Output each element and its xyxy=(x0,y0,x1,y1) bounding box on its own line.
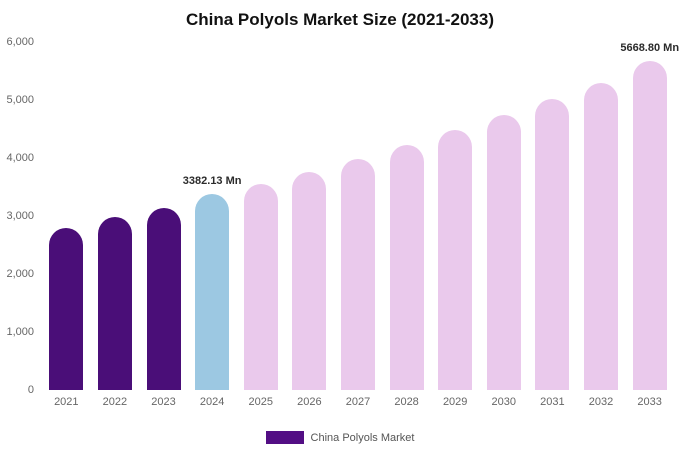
bar-slot xyxy=(139,42,188,390)
x-tick-label: 2030 xyxy=(491,396,517,408)
bar-slot xyxy=(91,42,140,390)
bar-slot xyxy=(382,42,431,390)
bar-slot xyxy=(479,42,528,390)
data-label: 5668.80 Mn xyxy=(620,42,680,55)
bar-2029[interactable] xyxy=(438,130,473,390)
bar-2024[interactable] xyxy=(195,193,230,390)
legend: China Polyols Market xyxy=(0,431,680,444)
bar-slot xyxy=(528,42,577,390)
bar-2027[interactable] xyxy=(340,158,375,390)
bar-slot xyxy=(188,42,237,390)
x-axis: 2021 2022 2023 2024 2025 2026 2027 2028 2029 2030… xyxy=(42,396,674,408)
plot-area: 3382.13 Mn 5668.80 Mn xyxy=(42,42,679,390)
bar-slot xyxy=(236,42,285,390)
y-tick-label: 1,000 xyxy=(6,326,34,338)
x-tick-label: 2023 xyxy=(151,396,176,408)
y-tick-label: 6,000 xyxy=(6,36,34,48)
y-tick-label: 2,000 xyxy=(6,268,34,280)
bar-slot xyxy=(334,42,383,390)
bar-slot xyxy=(625,42,674,390)
x-tick-label: 2029 xyxy=(442,396,468,408)
x-tick-label: 2026 xyxy=(297,396,322,408)
x-tick-label: 2031 xyxy=(540,396,565,408)
bar-slot xyxy=(285,42,334,390)
x-tick-label: 2025 xyxy=(248,396,273,408)
bar-2032[interactable] xyxy=(584,82,618,390)
y-tick-label: 3,000 xyxy=(6,210,34,222)
legend-label: China Polyols Market xyxy=(310,431,415,444)
x-tick-label: 2027 xyxy=(345,396,371,408)
y-tick-label: 0 xyxy=(27,384,34,396)
bar-2022[interactable] xyxy=(97,217,132,390)
bar-2025[interactable] xyxy=(243,184,278,390)
x-tick-label: 2032 xyxy=(588,396,614,408)
bar-2033[interactable] xyxy=(632,61,667,390)
x-tick-label: 2021 xyxy=(54,396,79,408)
x-tick-label: 2022 xyxy=(102,396,128,408)
data-label: 3382.13 Mn xyxy=(182,174,242,187)
chart-title: China Polyols Market Size (2021-2033) xyxy=(185,10,495,29)
x-tick-label: 2024 xyxy=(199,396,225,408)
bar-slot xyxy=(431,42,480,390)
y-axis: 0 1,000 2,000 3,000 4,000 5,000 6,000 xyxy=(0,36,38,396)
bar-slot xyxy=(42,42,91,390)
x-tick-label: 2033 xyxy=(637,396,662,408)
legend-swatch xyxy=(265,431,304,444)
y-tick-label: 4,000 xyxy=(6,152,34,164)
bar-2023[interactable] xyxy=(146,207,181,390)
bar-2028[interactable] xyxy=(389,144,424,390)
bar-2026[interactable] xyxy=(292,171,327,390)
x-tick-label: 2028 xyxy=(394,396,419,408)
y-tick-label: 5,000 xyxy=(6,94,34,106)
bar-2021[interactable] xyxy=(49,227,84,390)
bar-2031[interactable] xyxy=(535,99,570,390)
bar-slot xyxy=(577,42,626,390)
bar-2030[interactable] xyxy=(486,115,521,390)
